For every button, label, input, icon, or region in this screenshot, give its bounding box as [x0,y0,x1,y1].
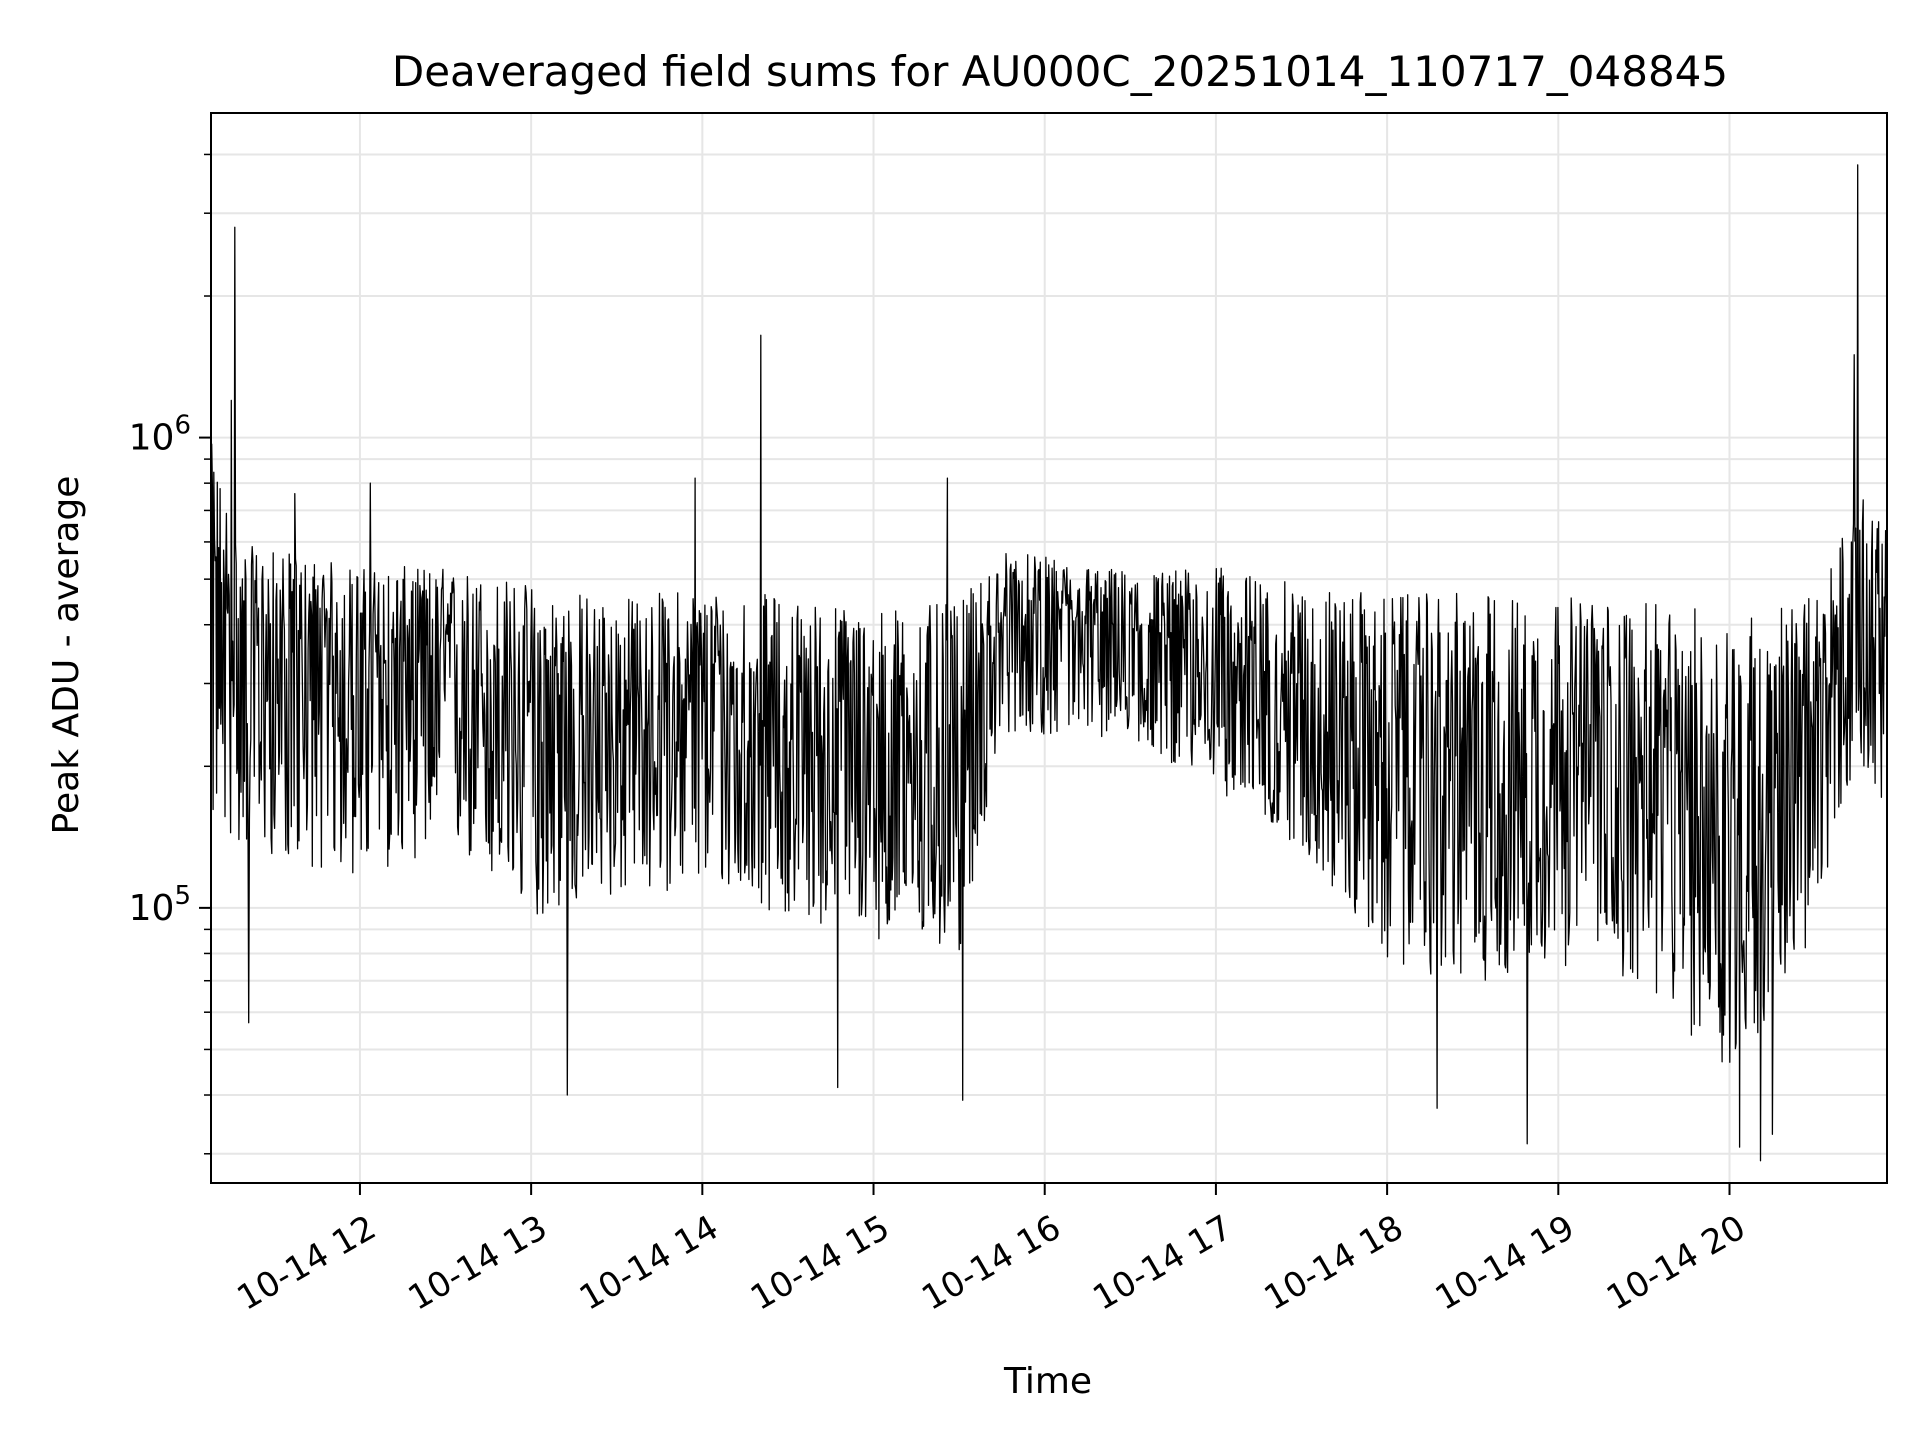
y-tick-base: 10 [129,418,175,459]
chart-title: Deaveraged field sums for AU000C_2025101… [392,47,1728,96]
y-tick-exponent: 6 [174,411,191,441]
series-layer [210,164,1888,1162]
x-axis-label: Time [1003,1361,1092,1402]
y-tick-base: 10 [129,888,175,929]
y-axis-label: Peak ADU - average [46,476,87,835]
y-tick-label: 106 [129,411,191,459]
plot-frame [210,112,1888,1184]
series-line [210,164,1888,1162]
y-tick-exponent: 5 [174,881,191,911]
y-tick-label: 105 [129,881,191,929]
